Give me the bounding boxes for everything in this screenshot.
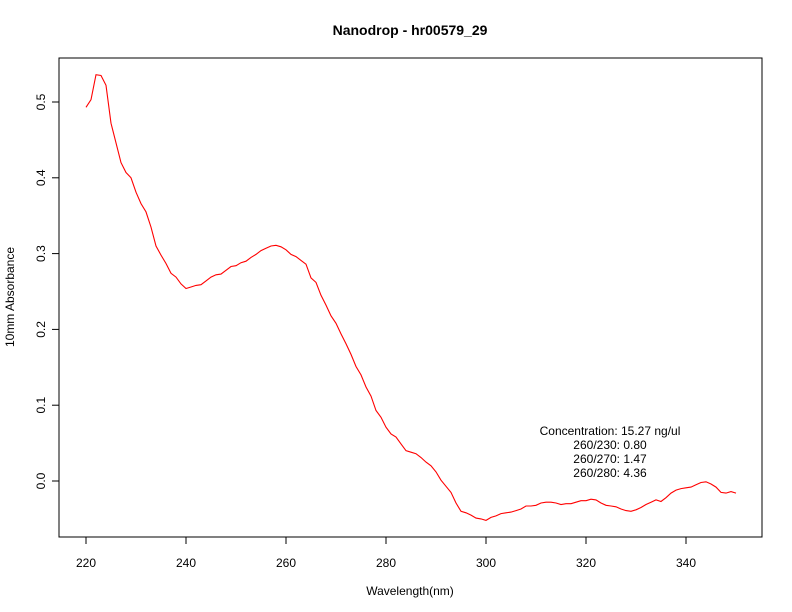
absorbance-line — [85, 74, 737, 521]
x-tick-label: 220 — [76, 556, 96, 570]
x-tick-label: 300 — [476, 556, 496, 570]
x-axis: 220 240 260 280 300 320 340 — [76, 536, 696, 570]
y-tick-label: 0.3 — [34, 245, 48, 262]
y-axis: 0.0 0.1 0.2 0.3 0.4 0.5 — [34, 93, 60, 489]
plot-frame — [58, 57, 763, 538]
y-tick-label: 0.1 — [34, 397, 48, 414]
annotation-concentration: Concentration: 15.27 ng/ul — [540, 424, 681, 438]
annotation-ratio-260-270: 260/270: 1.47 — [573, 452, 647, 466]
y-axis-label: 10mm Absorbance — [3, 247, 17, 347]
x-tick-label: 320 — [576, 556, 596, 570]
chart-title: Nanodrop - hr00579_29 — [333, 22, 488, 38]
annotation-ratio-260-280: 260/280: 4.36 — [573, 466, 647, 480]
x-tick-label: 340 — [676, 556, 696, 570]
x-tick-label: 280 — [376, 556, 396, 570]
x-axis-label: Wavelength(nm) — [366, 584, 454, 598]
series-layer — [85, 74, 737, 521]
y-tick-label: 0.0 — [34, 472, 48, 489]
x-tick-label: 260 — [276, 556, 296, 570]
x-tick-label: 240 — [176, 556, 196, 570]
annotation-ratio-260-230: 260/230: 0.80 — [573, 438, 647, 452]
y-tick-label: 0.4 — [34, 169, 48, 186]
annotation-block: Concentration: 15.27 ng/ul 260/230: 0.80… — [540, 424, 681, 480]
y-tick-label: 0.5 — [34, 93, 48, 110]
y-tick-label: 0.2 — [34, 321, 48, 338]
